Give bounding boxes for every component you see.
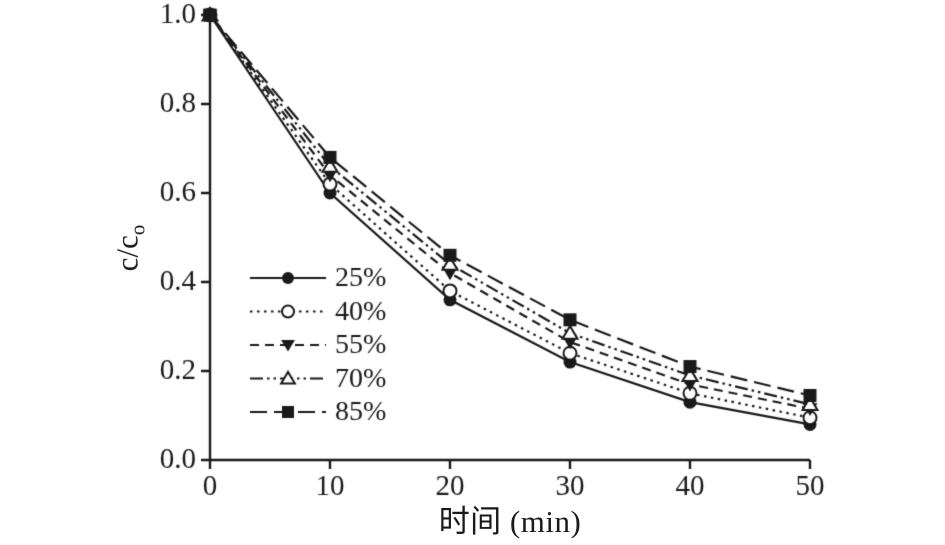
y-axis-label-subscript: o: [125, 224, 150, 236]
y-axis-label: c/co: [109, 225, 150, 272]
x-axis-label: 时间 (min): [438, 504, 582, 539]
y-axis-label-main: c/c: [109, 235, 145, 272]
